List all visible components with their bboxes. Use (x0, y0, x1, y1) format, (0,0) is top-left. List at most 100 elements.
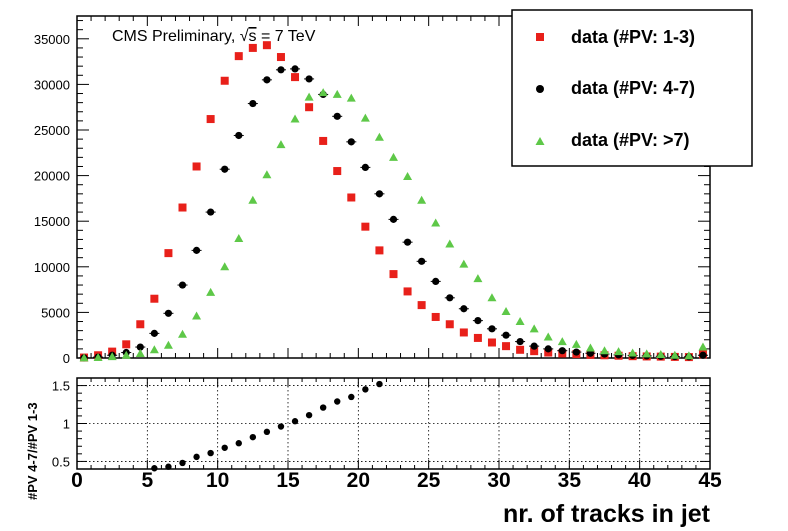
data-point-pv-1-3 (262, 41, 271, 50)
x-tick-label: 30 (487, 469, 510, 492)
data-point-pv-gt7 (585, 343, 595, 352)
data-point-pv-gt7 (445, 239, 455, 248)
ratio-data-point (193, 453, 200, 461)
data-point-pv-gt7 (332, 89, 342, 98)
data-point-pv-1-3 (234, 52, 243, 61)
chart-title: CMS Preliminary, √s = 7 TeV (112, 28, 316, 45)
data-point-pv-1-3 (516, 345, 525, 354)
legend: data (#PV: 1-3) data (#PV: 4-7) data (#P… (511, 9, 753, 167)
title-suffix: = 7 TeV (257, 28, 316, 45)
ratio-data-point (165, 463, 172, 470)
data-point-pv-1-3 (445, 320, 454, 329)
data-point-pv-1-3 (389, 270, 398, 279)
data-point-pv-1-3 (487, 338, 496, 347)
data-point-pv-gt7 (290, 114, 300, 123)
data-point-pv-1-3 (108, 347, 117, 356)
data-point-pv-1-3 (192, 162, 201, 171)
data-point-pv-1-3 (375, 246, 384, 255)
data-point-pv-1-3 (319, 136, 328, 145)
data-point-pv-gt7 (656, 350, 666, 359)
data-point-pv-1-3 (417, 301, 426, 310)
data-point-pv-gt7 (121, 350, 131, 359)
x-tick-label: 10 (206, 469, 229, 492)
data-point-pv-gt7 (515, 317, 525, 326)
ratio-data-point (319, 404, 327, 411)
ratio-data-point (305, 411, 313, 419)
x-tick-label: 40 (628, 469, 651, 492)
data-point-pv-gt7 (600, 346, 609, 355)
data-point-pv-1-3 (544, 348, 553, 357)
data-point-pv-gt7 (206, 287, 216, 296)
y-tick-label: 15000 (34, 214, 70, 229)
legend-box (511, 9, 753, 167)
x-tick-label: 5 (141, 469, 153, 492)
ratio-data-point (362, 386, 369, 393)
ratio-data-point (207, 449, 214, 457)
data-point-pv-gt7 (234, 234, 244, 243)
main-plot-frame (76, 15, 711, 359)
legend-marker-pv-4-7 (536, 85, 544, 93)
data-point-pv-gt7 (178, 329, 187, 338)
data-point-pv-gt7 (670, 350, 680, 359)
data-point-pv-gt7 (417, 195, 427, 204)
data-point-pv-1-3 (333, 167, 342, 176)
data-point-pv-gt7 (684, 351, 694, 360)
y-tick-label: 0 (63, 351, 70, 366)
data-point-pv-gt7 (262, 170, 272, 179)
x-tick-label: 15 (276, 469, 300, 492)
data-point-pv-gt7 (642, 349, 652, 358)
ratio-y-tick-label: 1.5 (52, 379, 70, 394)
ratio-data-point (235, 440, 242, 447)
data-point-pv-gt7 (473, 274, 483, 283)
x-tick-label: 35 (558, 469, 582, 492)
data-point-pv-gt7 (304, 92, 314, 101)
data-point-pv-1-3 (347, 193, 356, 202)
title-prefix: CMS Preliminary, (112, 28, 240, 45)
data-point-pv-gt7 (557, 337, 567, 346)
data-point-pv-1-3 (164, 249, 173, 258)
y-tick-label: 20000 (34, 169, 70, 184)
data-point-pv-gt7 (192, 311, 202, 320)
data-point-pv-1-3 (530, 347, 539, 356)
data-point-pv-gt7 (529, 324, 539, 333)
y-tick-label: 35000 (34, 32, 70, 47)
ratio-data-point (291, 418, 299, 425)
title-root-var: s (249, 28, 257, 45)
data-point-pv-gt7 (698, 342, 708, 351)
legend-label-pv-1-3: data (#PV: 1-3) (571, 27, 695, 47)
y-tick-label: 5000 (41, 305, 70, 320)
data-point-pv-gt7 (374, 132, 384, 141)
data-point-pv-gt7 (93, 353, 103, 362)
data-point-pv-1-3 (305, 103, 314, 112)
y-tick-label: 25000 (34, 123, 70, 138)
ratio-y-tick-label: 0.5 (52, 454, 70, 469)
ratio-y-axis-label: #PV 4-7/#PV 1-3 (25, 402, 40, 500)
data-point-pv-1-3 (276, 53, 285, 62)
ratio-data-point (348, 393, 355, 401)
data-point-pv-1-3 (220, 76, 229, 85)
ratio-data-point (334, 398, 341, 405)
data-point-pv-gt7 (220, 262, 230, 271)
data-point-pv-gt7 (543, 332, 553, 341)
x-tick-label: 45 (698, 469, 722, 492)
data-point-pv-gt7 (248, 195, 258, 204)
data-point-pv-gt7 (614, 347, 624, 356)
y-tick-label: 30000 (34, 77, 70, 92)
ratio-grid (77, 378, 710, 469)
data-point-pv-gt7 (459, 259, 469, 268)
legend-marker-pv-1-3 (536, 33, 544, 41)
data-point-pv-1-3 (473, 333, 482, 342)
x-tick-label: 0 (71, 469, 83, 492)
data-point-pv-gt7 (628, 348, 638, 357)
data-point-pv-1-3 (150, 294, 159, 303)
data-point-pv-1-3 (206, 115, 215, 124)
data-point-pv-1-3 (403, 287, 412, 296)
data-point-pv-gt7 (571, 339, 581, 348)
ratio-data-point (249, 433, 257, 441)
data-point-pv-gt7 (276, 140, 286, 149)
data-point-pv-gt7 (107, 352, 117, 361)
y-tick-label: 10000 (34, 260, 70, 275)
x-tick-label: 20 (347, 469, 370, 492)
data-point-pv-gt7 (79, 353, 89, 362)
